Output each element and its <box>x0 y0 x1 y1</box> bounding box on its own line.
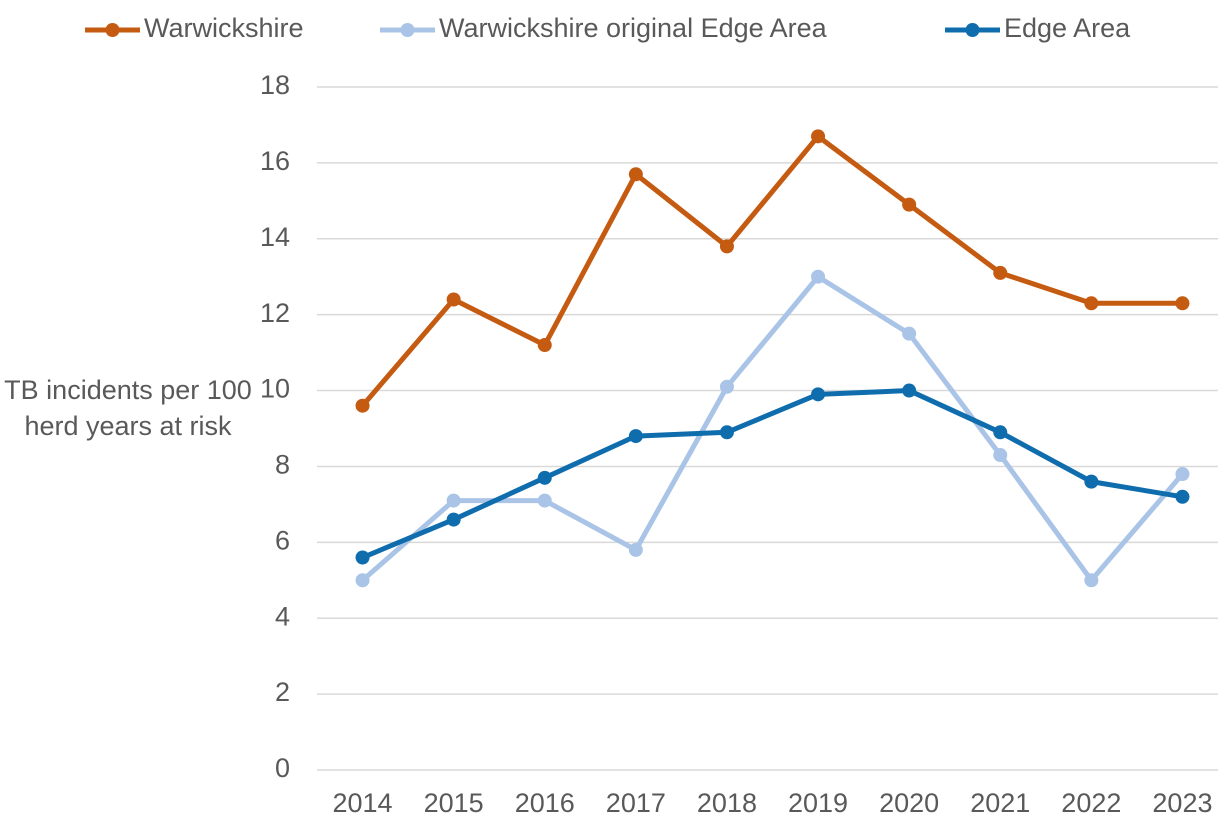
data-point <box>446 493 461 508</box>
data-point <box>811 129 826 144</box>
x-tick-label: 2014 <box>333 788 393 818</box>
legend-label: Edge Area <box>1004 13 1131 43</box>
data-point <box>355 550 370 565</box>
data-point <box>628 429 643 444</box>
data-point <box>993 425 1008 440</box>
y-tick-label: 18 <box>260 70 290 100</box>
y-tick-label: 10 <box>260 374 290 404</box>
data-point <box>1175 489 1190 504</box>
data-point <box>537 470 552 485</box>
legend-label: Warwickshire original Edge Area <box>439 13 828 43</box>
data-point <box>811 269 826 284</box>
x-tick-label: 2016 <box>515 788 575 818</box>
y-tick-label: 2 <box>275 677 290 707</box>
series-line <box>361 388 1183 560</box>
y-tick-label: 8 <box>275 450 290 480</box>
y-tick-label: 4 <box>275 601 290 631</box>
data-point <box>628 167 643 182</box>
data-point <box>993 265 1008 280</box>
y-axis-label: TB incidents per 100 herd years at risk <box>4 375 252 441</box>
data-point <box>1084 573 1099 588</box>
legend-marker <box>105 23 120 37</box>
x-tick-label: 2022 <box>1061 788 1121 818</box>
data-point <box>1175 467 1190 482</box>
data-point <box>355 573 370 588</box>
data-point <box>537 493 552 508</box>
data-point <box>719 379 734 394</box>
x-tick-label: 2017 <box>606 788 666 818</box>
x-tick-label: 2019 <box>788 788 848 818</box>
y-tick-label: 0 <box>275 753 290 783</box>
data-point <box>537 338 552 353</box>
data-point <box>446 292 461 307</box>
data-point <box>1084 474 1099 489</box>
x-tick-label: 2018 <box>697 788 757 818</box>
data-point <box>993 448 1008 463</box>
x-tick-label: 2020 <box>879 788 939 818</box>
x-tick-label: 2015 <box>424 788 484 818</box>
legend-label: Warwickshire <box>144 13 304 43</box>
data-point <box>1084 296 1099 311</box>
legend-marker <box>400 23 415 37</box>
y-tick-label: 12 <box>260 298 290 328</box>
data-point <box>719 425 734 440</box>
data-point <box>1175 296 1190 311</box>
x-tick-label: 2021 <box>970 788 1030 818</box>
x-tick-label: 2023 <box>1152 788 1212 818</box>
data-point <box>811 387 826 402</box>
data-point <box>446 512 461 527</box>
series-line <box>360 274 1185 583</box>
data-point <box>902 326 917 341</box>
data-point <box>719 239 734 254</box>
series-line <box>360 133 1183 408</box>
data-point <box>902 383 917 398</box>
data-point <box>902 197 917 212</box>
data-point <box>355 398 370 413</box>
y-tick-label: 6 <box>275 525 290 555</box>
legend-marker <box>965 23 980 37</box>
y-tick-label: 14 <box>260 222 290 252</box>
data-point <box>628 542 643 557</box>
y-tick-label: 16 <box>260 146 290 176</box>
